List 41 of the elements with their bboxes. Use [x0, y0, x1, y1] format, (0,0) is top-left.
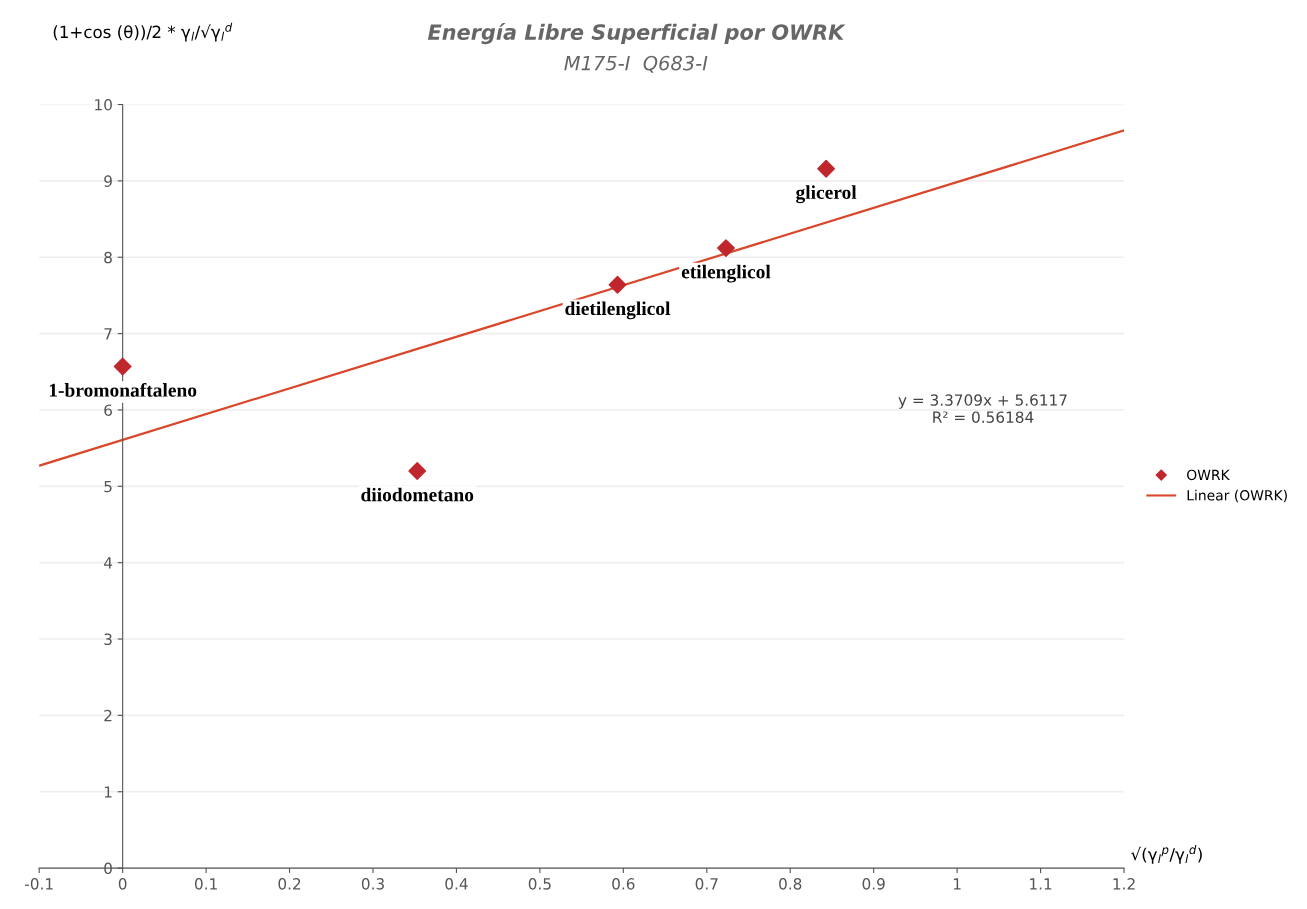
point [408, 462, 427, 480]
x-tick-label: 0.3 [361, 878, 384, 890]
x-tick-label: 0.8 [779, 878, 802, 890]
x-tick-label: 0.9 [862, 878, 885, 890]
y-tick-label: 2 [104, 709, 112, 722]
x-tick-label: 0.6 [612, 878, 635, 890]
y-tick-label: 7 [104, 328, 112, 340]
y-tick-label: 10 [95, 99, 112, 111]
x-tick-label: 1.2 [1113, 878, 1135, 890]
y-tick-label: 5 [104, 480, 112, 493]
y-tick-label: 6 [104, 404, 112, 416]
legend-label: Linear (OWRK) [1187, 489, 1287, 503]
annotation: y = 3.3709x + 5.6117 R² = 0.56184 [898, 394, 1067, 423]
annotation: diiodometano [361, 487, 474, 502]
point [717, 239, 735, 257]
legend-label: OWRK [1187, 469, 1230, 481]
point [113, 357, 132, 376]
x-tick-label: 0.5 [528, 878, 551, 890]
x-tick-label: 1.1 [1030, 878, 1052, 890]
y-tick-label: 3 [104, 633, 112, 646]
annotation: dietilenglicol [565, 301, 671, 320]
annotation: glicerol [796, 185, 857, 204]
chart-title: Energía Libre Superficial por OWRK [427, 22, 846, 45]
point [608, 275, 627, 294]
x-tick-label: 0.2 [278, 878, 301, 890]
y-tick-label: 8 [104, 251, 112, 264]
y-tick-label: 1 [104, 786, 112, 798]
x-tick-label: 0.4 [445, 878, 468, 890]
annotation: etilenglicol [681, 264, 771, 283]
point [817, 159, 836, 178]
chart-subtitle: M175-I Q683-I [564, 55, 708, 73]
x-axis-title: √(γ$_{l}$$^{p}$/γ$_{l}$$^{d}$) [1131, 845, 1202, 864]
y-axis-title: (1+cos (θ))/2 * γ$_{l}$/√γ$_{l}$$^{d}$ [53, 22, 233, 42]
x-tick-label: 0.7 [695, 878, 718, 890]
x-tick-label: -0.1 [25, 878, 53, 890]
y-tick-label: 4 [103, 557, 113, 569]
y-tick-label: 9 [104, 175, 112, 187]
x-tick-label: 0 [118, 878, 127, 890]
x-tick-label: 1 [953, 878, 961, 890]
annotation: 1-bromonaftaleno [49, 382, 197, 397]
x-tick-label: 0.1 [194, 878, 217, 890]
